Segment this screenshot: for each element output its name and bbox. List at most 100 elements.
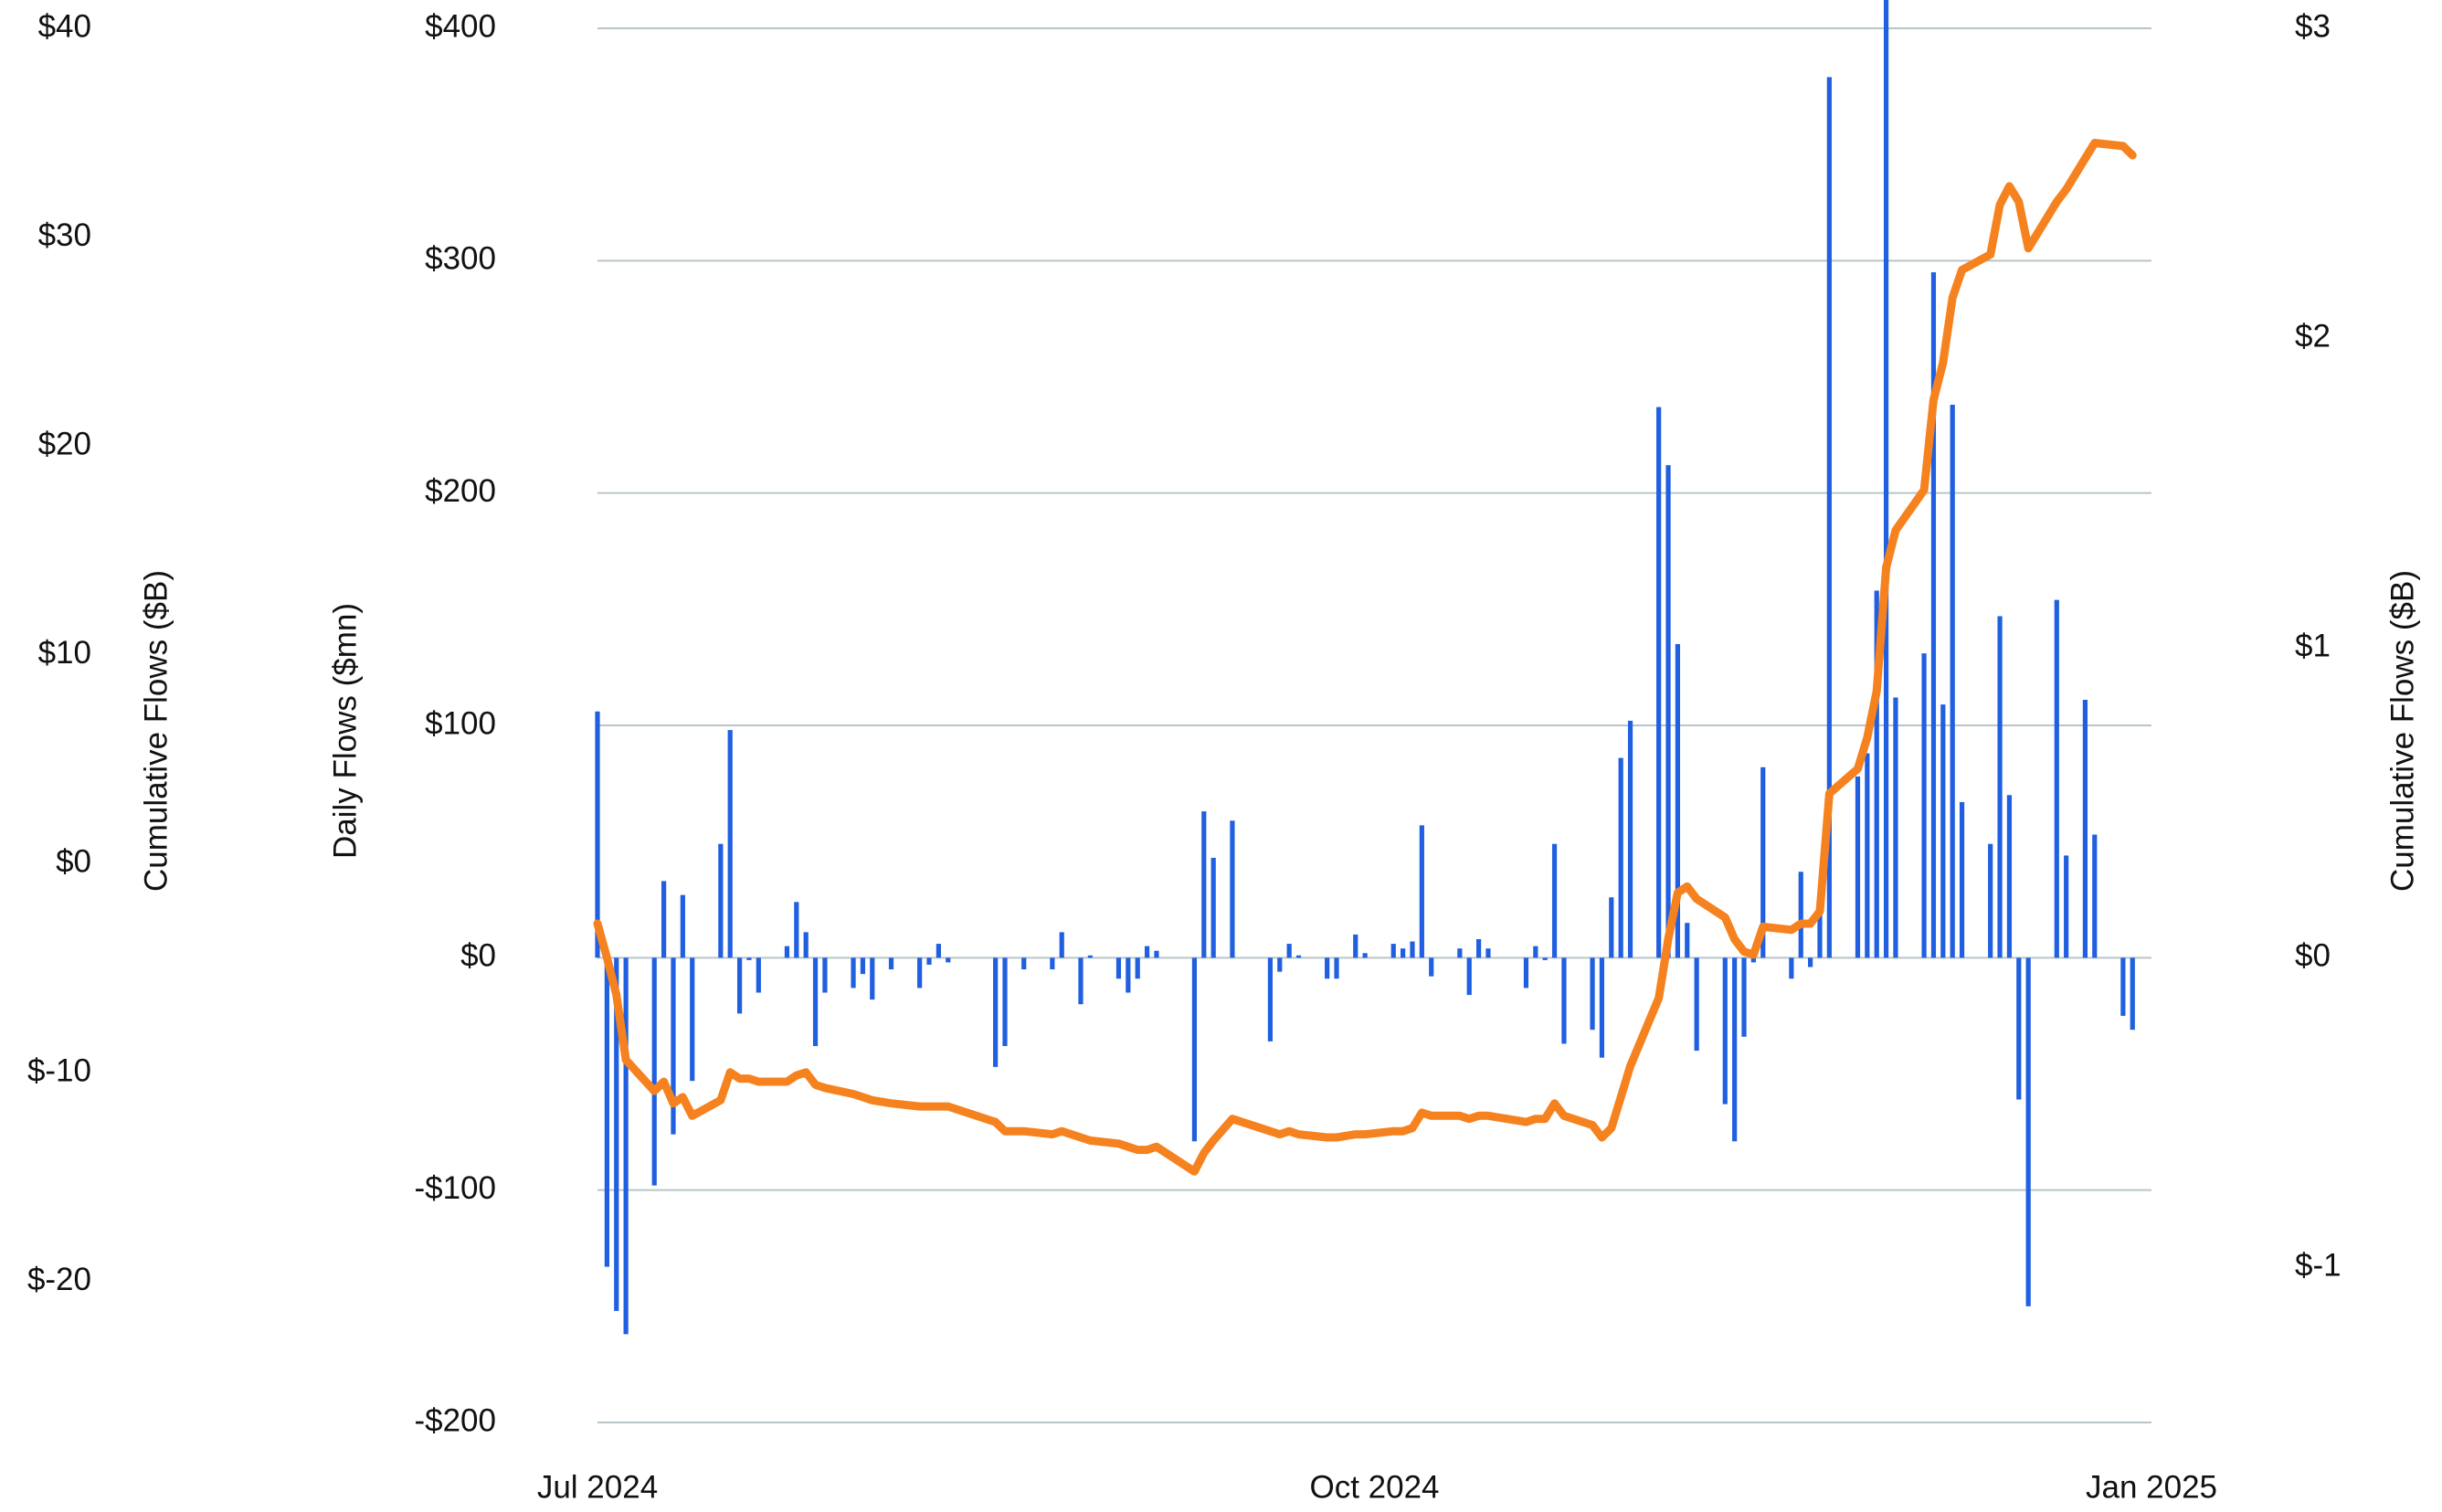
bar bbox=[680, 894, 685, 958]
y-tick-label: $0 bbox=[460, 938, 496, 974]
bar bbox=[2054, 599, 2059, 958]
bar bbox=[1457, 948, 1463, 958]
bar bbox=[1826, 77, 1832, 958]
bar bbox=[1286, 944, 1292, 958]
bar bbox=[1050, 957, 1055, 970]
bar bbox=[1685, 923, 1690, 958]
bar bbox=[1627, 720, 1633, 958]
bar bbox=[1988, 843, 1993, 958]
bar bbox=[1191, 957, 1198, 1142]
y2-tick-label: $1 bbox=[2295, 628, 2331, 663]
bar bbox=[794, 902, 799, 958]
bar bbox=[718, 843, 724, 958]
bar bbox=[1542, 957, 1548, 960]
x-tick-label: Jul 2024 bbox=[537, 1469, 658, 1505]
y3-tick-label: $20 bbox=[38, 426, 91, 461]
y2-tick-label: $0 bbox=[2295, 938, 2331, 974]
bar bbox=[1750, 957, 1756, 963]
bar bbox=[1115, 957, 1122, 979]
bar bbox=[1201, 811, 1207, 958]
y-tick-label: $400 bbox=[425, 8, 496, 44]
bar bbox=[651, 957, 657, 1186]
bar bbox=[1078, 957, 1084, 1005]
bar bbox=[2016, 957, 2022, 1100]
bar bbox=[1722, 957, 1728, 1105]
bar bbox=[1665, 465, 1671, 958]
bar bbox=[1410, 941, 1415, 958]
bar bbox=[1144, 946, 1150, 958]
bar bbox=[1267, 957, 1274, 1041]
bar bbox=[2120, 957, 2126, 1016]
bar bbox=[1210, 857, 1216, 958]
bar bbox=[888, 957, 894, 970]
bar bbox=[1883, 0, 1889, 958]
bar bbox=[1741, 957, 1747, 1037]
bar bbox=[1362, 953, 1368, 958]
bar bbox=[1533, 946, 1538, 958]
bar bbox=[993, 957, 999, 1067]
bar bbox=[1325, 957, 1330, 979]
bar bbox=[736, 957, 743, 1014]
bar bbox=[1808, 957, 1813, 967]
bar bbox=[822, 957, 828, 993]
bar bbox=[1865, 753, 1870, 958]
bar bbox=[746, 957, 752, 960]
y3-tick-label: $30 bbox=[38, 217, 91, 253]
bar bbox=[946, 957, 951, 963]
bar bbox=[1277, 957, 1283, 972]
y2-tick-label: $3 bbox=[2295, 8, 2331, 44]
x-tick-label: Oct 2024 bbox=[1309, 1469, 1439, 1505]
bar bbox=[604, 957, 609, 1267]
bar bbox=[1609, 897, 1614, 958]
bar bbox=[1874, 590, 1879, 958]
y3-tick-label: $10 bbox=[38, 635, 91, 671]
y-tick-label: $300 bbox=[425, 241, 496, 277]
y3-tick-label: $40 bbox=[38, 8, 91, 44]
bar bbox=[1590, 957, 1595, 1031]
bar bbox=[1921, 653, 1927, 958]
bar bbox=[727, 730, 733, 958]
bar bbox=[1618, 757, 1623, 958]
y-axis-title: Daily Flows ($mn) bbox=[327, 603, 363, 859]
bar bbox=[1135, 957, 1140, 979]
bar bbox=[1855, 776, 1861, 958]
bar bbox=[926, 957, 932, 965]
y-tick-label: -$100 bbox=[414, 1170, 496, 1206]
bar bbox=[803, 932, 809, 958]
bar bbox=[2025, 957, 2031, 1306]
bar bbox=[1419, 825, 1424, 958]
bar bbox=[2082, 700, 2088, 958]
bar bbox=[1002, 957, 1008, 1046]
bar bbox=[1760, 767, 1766, 958]
bar bbox=[917, 957, 923, 989]
y3-tick-label: $-20 bbox=[27, 1262, 91, 1297]
bar bbox=[1551, 843, 1558, 958]
bar bbox=[595, 711, 600, 958]
bar bbox=[623, 957, 629, 1335]
bar bbox=[812, 957, 819, 1046]
bar bbox=[1475, 938, 1482, 958]
bar bbox=[1997, 616, 2003, 958]
bar bbox=[1656, 407, 1662, 958]
y3-tick-label: $0 bbox=[56, 844, 91, 880]
bar bbox=[1021, 957, 1027, 970]
bar bbox=[2092, 834, 2098, 958]
y-tick-label: $200 bbox=[425, 473, 496, 509]
bar bbox=[851, 957, 856, 989]
bar bbox=[936, 944, 941, 958]
bar bbox=[1930, 272, 1937, 958]
bar bbox=[671, 957, 676, 1135]
bar bbox=[784, 946, 790, 958]
y3-tick-label: $-10 bbox=[27, 1052, 91, 1088]
bar bbox=[1230, 820, 1235, 958]
y2-tick-label: $-1 bbox=[2295, 1248, 2342, 1284]
bar bbox=[870, 957, 875, 1000]
bar bbox=[1353, 934, 1358, 958]
bar bbox=[1466, 957, 1472, 996]
bar bbox=[1485, 948, 1491, 958]
bar bbox=[1523, 957, 1529, 989]
bar bbox=[1789, 957, 1794, 979]
bar bbox=[661, 881, 667, 958]
cumulative-line bbox=[593, 139, 2137, 1176]
bar bbox=[1940, 704, 1946, 958]
